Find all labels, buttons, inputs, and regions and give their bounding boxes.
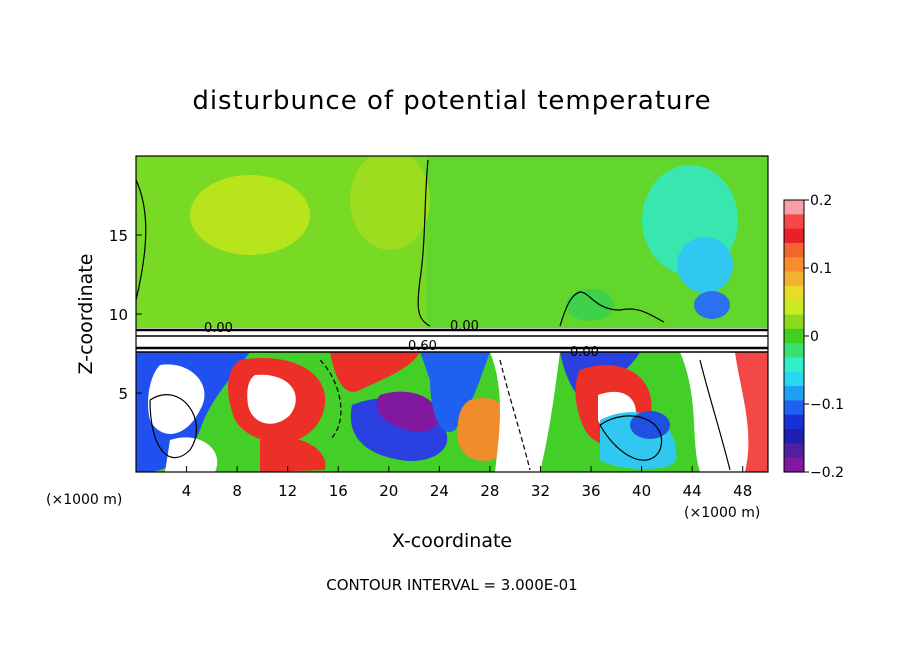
y-axis: 5 10 15 bbox=[109, 227, 142, 403]
colorbar-swatch bbox=[784, 400, 804, 416]
contour-label: 0.00 bbox=[570, 345, 599, 360]
x-unit-label-right: (×1000 m) bbox=[684, 505, 760, 521]
contour-line bbox=[699, 359, 731, 471]
colorbar-swatch bbox=[784, 257, 804, 273]
colorbar-swatch bbox=[784, 357, 804, 373]
x-tick-label: 28 bbox=[480, 482, 499, 500]
x-tick-label: 40 bbox=[632, 482, 651, 500]
contour-interval-note: CONTOUR INTERVAL = 3.000E-01 bbox=[326, 576, 578, 594]
colorbar-swatch bbox=[784, 328, 804, 344]
x-tick-label: 20 bbox=[379, 482, 398, 500]
colorbar-swatch bbox=[784, 443, 804, 459]
x-tick-label: 24 bbox=[430, 482, 449, 500]
colorbar-swatch bbox=[784, 414, 804, 430]
contour-line bbox=[136, 179, 147, 301]
contour-labels: 0.00 0.00 0.60 0.00 bbox=[204, 319, 599, 360]
colorbar-swatch bbox=[784, 228, 804, 244]
warm-patch bbox=[350, 156, 430, 250]
contour-lines bbox=[136, 159, 768, 471]
contour-label: 0.00 bbox=[450, 319, 479, 334]
x-tick-label: 36 bbox=[581, 482, 600, 500]
colorbar-tick-label: −0.1 bbox=[810, 397, 844, 413]
colorbar-ticks: 0.2 0.1 0 −0.1 −0.2 bbox=[804, 193, 844, 481]
colorbar-swatch bbox=[784, 271, 804, 287]
y-tick-label: 10 bbox=[109, 306, 128, 324]
x-tick-label: 8 bbox=[232, 482, 242, 500]
colorbar-swatch bbox=[784, 386, 804, 402]
x-tick-label: 16 bbox=[329, 482, 348, 500]
x-tick-label: 44 bbox=[683, 482, 702, 500]
colorbar-swatch bbox=[784, 343, 804, 359]
colorbar-swatch bbox=[784, 285, 804, 301]
heatmap-field bbox=[136, 156, 768, 472]
contour-label: 0.00 bbox=[204, 321, 233, 336]
cool-patch bbox=[677, 237, 733, 293]
colorbar-tick-label: 0.2 bbox=[810, 193, 832, 209]
x-tick-label: 4 bbox=[182, 482, 192, 500]
contour-line bbox=[417, 159, 431, 327]
colorbar-tick-label: −0.2 bbox=[810, 465, 844, 481]
colorbar-swatch bbox=[784, 200, 804, 215]
x-axis-label: X-coordinate bbox=[392, 530, 512, 552]
x-unit-label-left: (×1000 m) bbox=[46, 492, 122, 508]
colorbar-swatch bbox=[784, 314, 804, 330]
x-tick-label: 12 bbox=[278, 482, 297, 500]
colorbar-swatch bbox=[784, 300, 804, 316]
cold-patch bbox=[694, 291, 730, 319]
x-tick-label: 48 bbox=[733, 482, 752, 500]
inversion-band bbox=[136, 328, 768, 354]
contour-label: 0.60 bbox=[408, 339, 437, 354]
y-tick-label: 5 bbox=[118, 385, 128, 403]
cool-patch bbox=[566, 289, 614, 321]
colorbar-swatch bbox=[784, 371, 804, 387]
contour-line bbox=[559, 291, 665, 327]
contour-line bbox=[149, 394, 198, 459]
y-axis-label: Z-coordinate bbox=[75, 254, 97, 375]
x-axis: 4 8 12 16 20 24 28 32 36 40 44 48 bbox=[182, 466, 752, 500]
colorbar-swatch bbox=[784, 429, 804, 444]
colorbar-tick-label: 0.1 bbox=[810, 261, 832, 277]
colorbar bbox=[784, 200, 804, 473]
contour-line bbox=[599, 415, 663, 461]
lower-layer bbox=[136, 352, 768, 472]
y-tick-label: 15 bbox=[109, 227, 128, 245]
chart-title: disturbunce of potential temperature bbox=[192, 86, 712, 116]
colorbar-swatch bbox=[784, 457, 804, 473]
warm-patch bbox=[190, 175, 310, 255]
colorbar-swatch bbox=[784, 214, 804, 230]
contour-line bbox=[319, 359, 342, 441]
colorbar-tick-label: 0 bbox=[810, 329, 819, 345]
contour-line bbox=[499, 359, 531, 471]
colorbar-swatch bbox=[784, 242, 804, 258]
x-tick-label: 32 bbox=[531, 482, 550, 500]
